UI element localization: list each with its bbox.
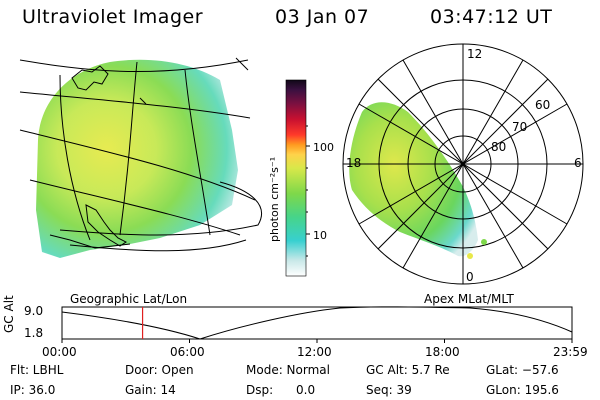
- altitude-ytick-low: 1.8: [24, 326, 44, 340]
- mlt-label-6: 6: [574, 156, 582, 170]
- altitude-ylabel: GC Alt: [2, 295, 16, 333]
- info-gain: Gain: 14: [125, 383, 176, 397]
- colorbar-tick-100: 100: [313, 141, 334, 154]
- instrument-title: Ultraviolet Imager: [22, 6, 204, 28]
- coastline: [49, 65, 147, 249]
- info-door: Door: Open: [125, 363, 194, 377]
- geo-grid: [19, 57, 262, 252]
- info-gcalt: GC Alt: 5.7 Re: [366, 363, 450, 377]
- polar-plot: [342, 43, 584, 285]
- geographic-title: Geographic Lat/Lon: [70, 292, 188, 306]
- mlt-label-0: 0: [466, 270, 474, 284]
- time-tick-0600: 06:00: [170, 345, 205, 359]
- altitude-curve: [61, 306, 573, 340]
- time-label: 03:47:12 UT: [430, 6, 553, 28]
- colorbar-tick-10: 10: [313, 229, 327, 242]
- info-glon: GLon: 195.6: [486, 383, 559, 397]
- time-tick-1800: 18:00: [425, 345, 460, 359]
- colorbar: [285, 79, 310, 277]
- colorbar-unit: photon cm⁻²s⁻¹: [268, 157, 281, 242]
- time-tick-1200: 12:00: [297, 345, 332, 359]
- info-glat: GLat: −57.6: [486, 363, 559, 377]
- info-flt: Flt: LBHL: [10, 363, 64, 377]
- mlat-label-80: 80: [491, 140, 506, 154]
- aurora-image-left: [36, 59, 238, 258]
- time-tick-2359: 23:59: [553, 345, 588, 359]
- mlt-label-12: 12: [467, 47, 482, 61]
- mlat-label-60: 60: [535, 98, 550, 112]
- altitude-ytick-high: 9.0: [24, 304, 44, 318]
- geographic-map: [19, 57, 262, 258]
- aurora-image-right: [349, 102, 478, 257]
- mlat-label-70: 70: [512, 120, 527, 134]
- info-mode: Mode: Normal: [246, 363, 330, 377]
- polar-grid: [342, 43, 584, 285]
- info-dsp: Dsp: 0.0: [246, 383, 316, 397]
- time-tick-0000: 00:00: [42, 345, 77, 359]
- apex-title: Apex MLat/MLT: [424, 292, 514, 306]
- altitude-timeline: [61, 306, 573, 343]
- mlt-label-18: 18: [346, 156, 361, 170]
- info-seq: Seq: 39: [366, 383, 412, 397]
- date-label: 03 Jan 07: [275, 6, 370, 28]
- info-ip: IP: 36.0: [10, 383, 56, 397]
